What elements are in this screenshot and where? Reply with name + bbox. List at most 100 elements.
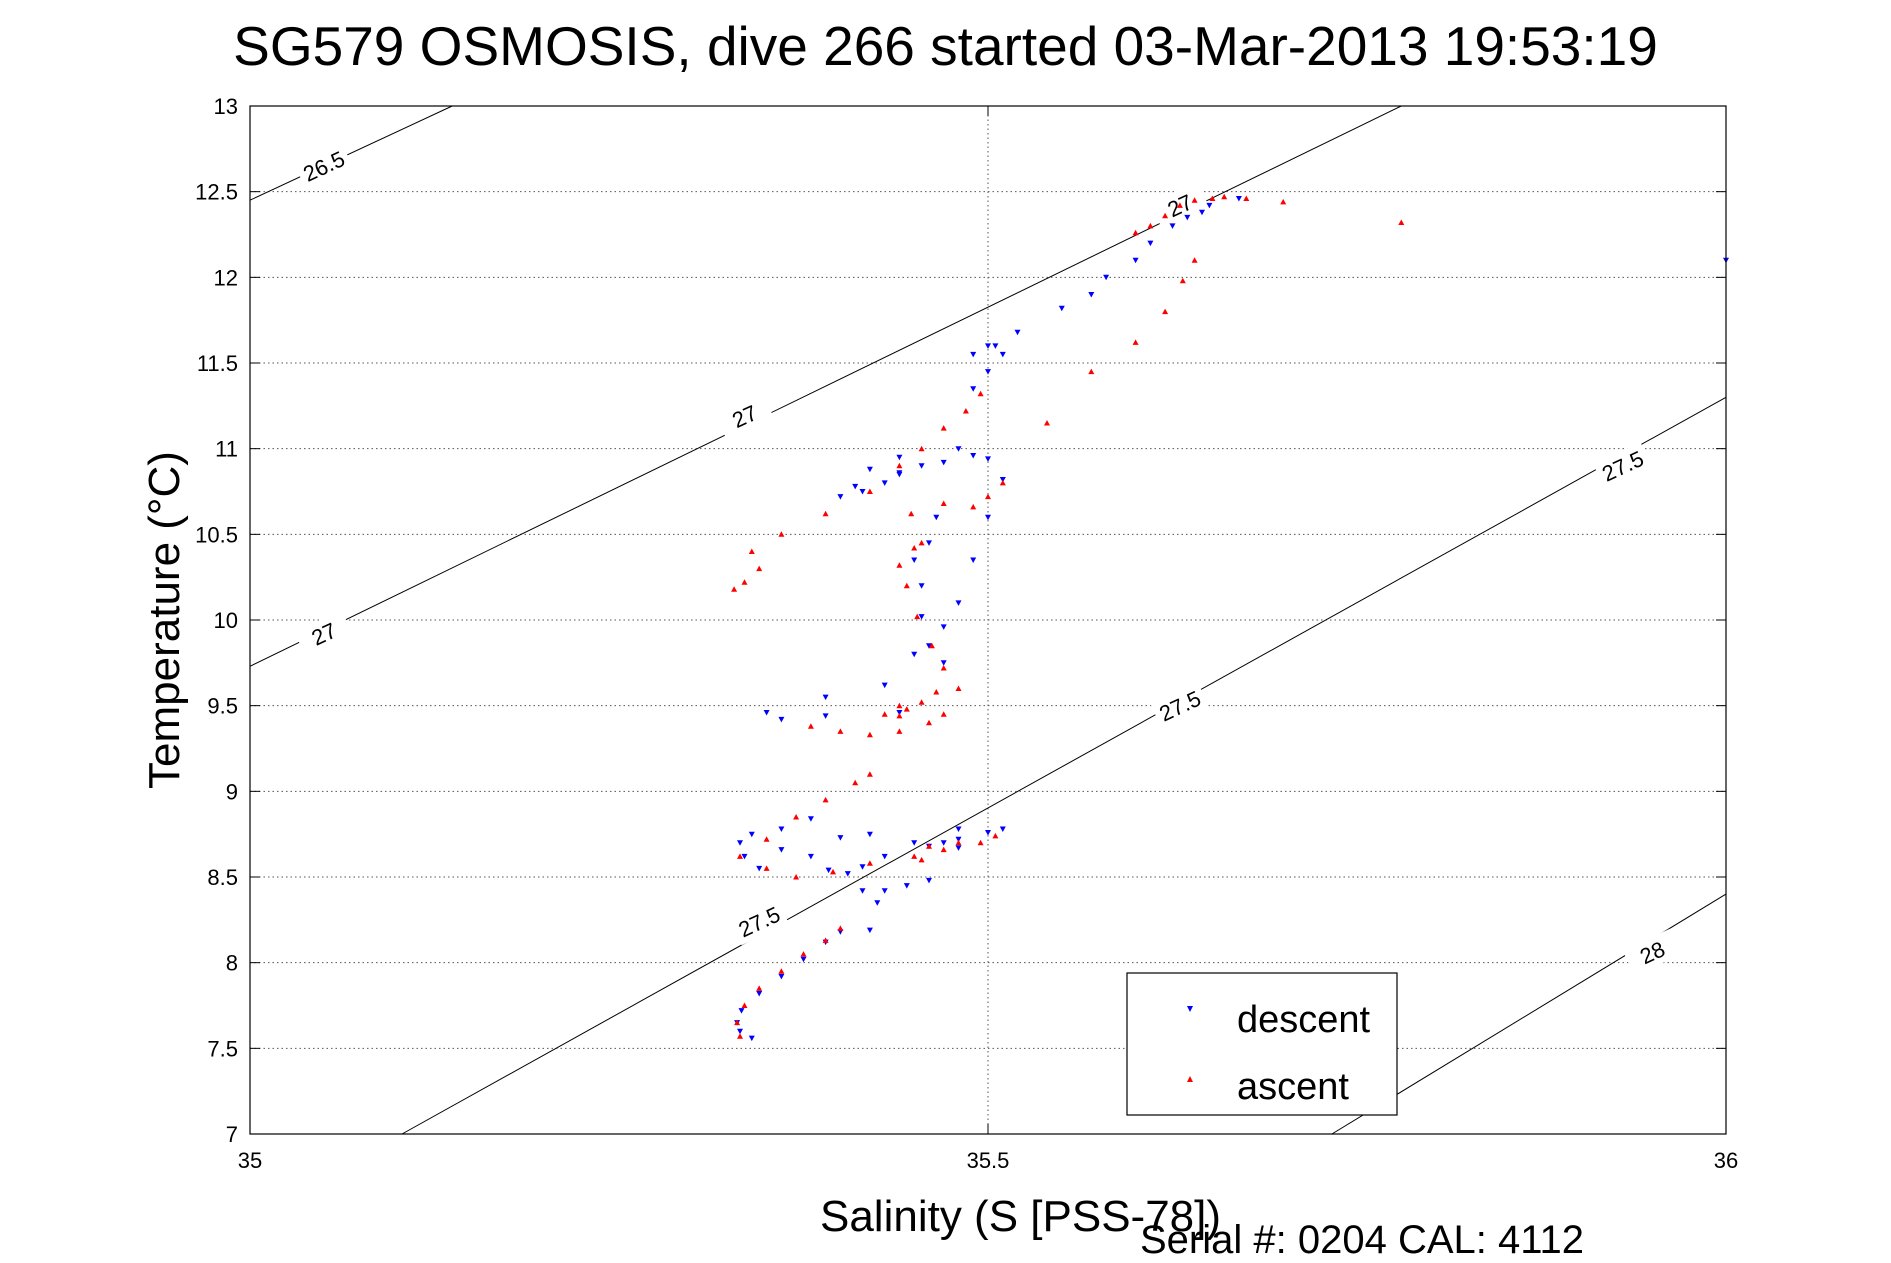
descent-point (999, 826, 1006, 832)
descent-point (926, 540, 932, 546)
contour-label-bg (1622, 928, 1682, 977)
descent-point (911, 651, 918, 658)
descent-point (763, 710, 770, 716)
descent-point (911, 557, 918, 563)
descent-point (903, 883, 910, 889)
ascent-point (914, 613, 921, 620)
descent-point (881, 888, 888, 894)
descent-point (985, 343, 991, 349)
descent-point (955, 845, 962, 851)
ascent-point (928, 642, 935, 649)
descent-point (918, 583, 925, 589)
descent-point (940, 840, 947, 846)
descent-point (926, 643, 932, 649)
ascent-point (1221, 193, 1228, 200)
ascent-point (911, 545, 918, 551)
x-axis-label: Salinity (S [PSS-78]) (819, 1192, 1222, 1241)
ascent-point (1044, 420, 1050, 426)
ascent-point (778, 968, 785, 974)
descent-point (737, 1028, 743, 1035)
ascent-point (1147, 222, 1154, 229)
ascent-point (918, 856, 925, 863)
ascent-point (977, 839, 984, 846)
ascent-point (1191, 197, 1198, 203)
descent-point (970, 351, 977, 358)
ascent-point (822, 796, 829, 803)
descent-point (970, 386, 977, 392)
ascent-point (852, 779, 859, 786)
ascent-point (896, 712, 903, 719)
contour-label-bg (294, 142, 354, 190)
y-tick-label: 7 (226, 1122, 238, 1147)
ascent-point (911, 853, 918, 859)
descent-point (955, 826, 962, 832)
descent-point (1169, 223, 1176, 229)
data-points (731, 193, 1729, 1042)
descent-point (970, 557, 977, 563)
descent-point (859, 864, 866, 870)
ascent-point (918, 699, 925, 705)
ascent-point (962, 408, 969, 414)
y-tick-label: 10 (214, 608, 238, 633)
descent-point (1235, 196, 1242, 202)
descent-point (955, 446, 962, 452)
descent-point (866, 831, 873, 838)
serial-cal-text: Serial #: 0204 CAL: 4112 (1140, 1218, 1585, 1262)
descent-point (756, 991, 763, 997)
ascent-point (918, 539, 925, 546)
descent-point (825, 867, 832, 874)
descent-point (737, 840, 743, 846)
descent-point (881, 682, 888, 689)
descent-point (985, 456, 991, 462)
descent-point (778, 973, 785, 980)
ascent-point (903, 706, 910, 712)
ascent-point (999, 479, 1006, 486)
ascent-point (1209, 195, 1216, 201)
ascent-point (940, 846, 947, 853)
y-tick-label: 8 (226, 951, 238, 976)
descent-point (881, 853, 888, 860)
y-axis-label: Temperature (°C) (140, 451, 189, 789)
descent-point (859, 888, 866, 894)
legend-descent-label: descent (1237, 999, 1371, 1041)
ascent-point (977, 390, 984, 397)
legend-box (1126, 972, 1398, 1116)
ascent-point (822, 937, 829, 943)
ascent-point (992, 832, 999, 839)
ascent-point (955, 685, 962, 691)
descent-point (955, 600, 962, 606)
descent-point (1103, 274, 1110, 281)
y-tick-label: 13 (214, 94, 238, 119)
y-tick-label: 8.5 (207, 865, 238, 890)
chart-title: SG579 OSMOSIS, dive 266 started 03-Mar-2… (233, 15, 1658, 77)
descent-point (1184, 214, 1191, 221)
descent-point (992, 343, 999, 349)
ascent-point (731, 586, 738, 592)
descent-point (1132, 257, 1139, 264)
descent-point (1058, 305, 1065, 312)
x-tick-label: 35.5 (967, 1148, 1010, 1173)
ascent-point (748, 548, 755, 554)
descent-point (881, 480, 888, 486)
descent-point (896, 710, 903, 716)
ascent-point (940, 500, 947, 506)
descent-point (748, 831, 755, 838)
ascent-point (1179, 277, 1186, 284)
ascent-point (793, 814, 800, 820)
descent-point (822, 694, 829, 701)
descent-point (800, 956, 807, 963)
descent-point (852, 483, 859, 490)
legend-ascent-label: ascent (1237, 1066, 1349, 1108)
ascent-point (830, 868, 836, 875)
ascent-point (737, 1033, 743, 1039)
ascent-point (1132, 229, 1139, 236)
ascent-point (1176, 202, 1183, 208)
ascent-point (822, 510, 829, 517)
descent-point (1147, 240, 1154, 247)
y-tick-label: 9 (226, 779, 238, 804)
descent-point (1014, 329, 1021, 336)
descent-point (999, 351, 1006, 358)
descent-point (896, 470, 903, 476)
ascent-point (778, 531, 785, 537)
ascent-point (837, 925, 844, 931)
